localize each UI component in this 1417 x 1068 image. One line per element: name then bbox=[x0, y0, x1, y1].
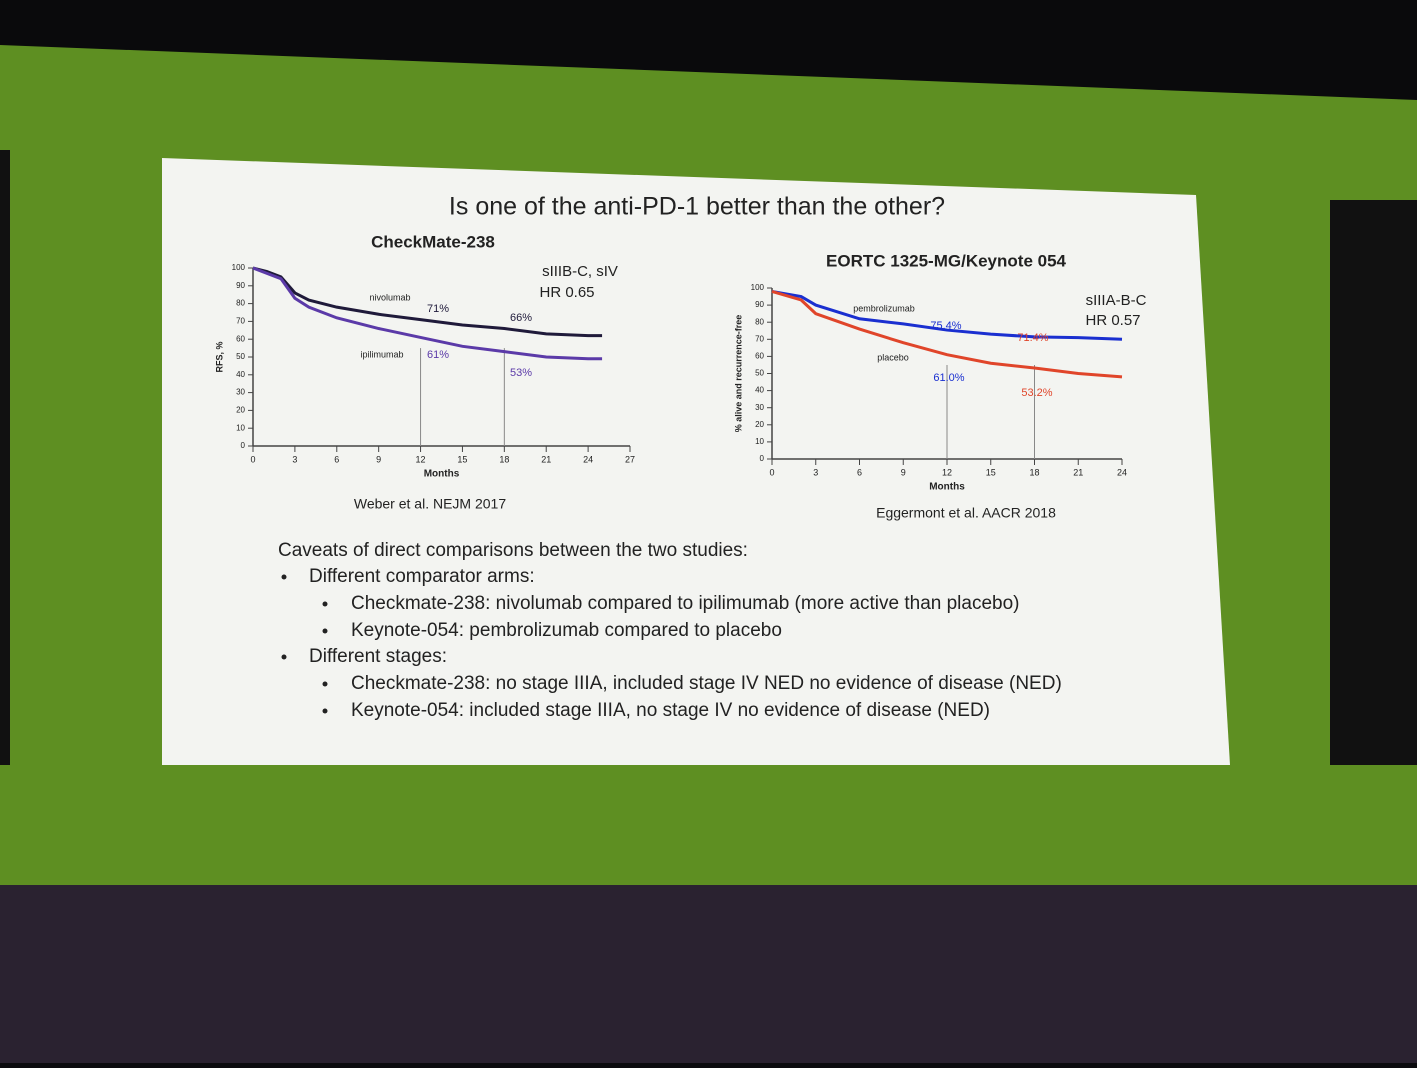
caveat-subitem: Keynote-054: pembrolizumab compared to p… bbox=[351, 620, 782, 641]
y-tick-label: 60 bbox=[755, 352, 764, 361]
y-tick-label: 0 bbox=[241, 441, 246, 450]
bullet bbox=[322, 708, 328, 714]
y-tick-label: 70 bbox=[236, 317, 245, 326]
survival-curve bbox=[252, 266, 603, 338]
source: Weber et al. NEJM 2017 bbox=[354, 496, 506, 512]
x-tick-label: 21 bbox=[1073, 467, 1083, 477]
bullet bbox=[322, 601, 328, 607]
series-label: ipilimumab bbox=[360, 349, 403, 359]
annotation: 53.2% bbox=[1021, 387, 1052, 399]
x-tick-label: 24 bbox=[1117, 467, 1127, 477]
x-tick-label: 24 bbox=[583, 454, 593, 464]
chart-title: CheckMate-238 bbox=[371, 232, 495, 251]
slide bbox=[162, 158, 1230, 765]
y-tick-label: 80 bbox=[236, 299, 245, 308]
x-tick-label: 18 bbox=[1029, 467, 1039, 477]
y-tick-label: 40 bbox=[236, 370, 245, 379]
survival-curve bbox=[771, 289, 1123, 379]
annotation: HR 0.57 bbox=[1085, 312, 1140, 329]
y-tick-label: 70 bbox=[755, 334, 764, 343]
annotation: sIIIA-B-C bbox=[1086, 292, 1147, 309]
x-tick-label: 0 bbox=[769, 467, 774, 477]
side-screen-left bbox=[0, 150, 10, 765]
x-tick-label: 6 bbox=[857, 467, 862, 477]
x-tick-label: 3 bbox=[813, 467, 818, 477]
x-tick-label: 15 bbox=[986, 467, 996, 477]
x-tick-label: 12 bbox=[942, 467, 952, 477]
series-label: placebo bbox=[877, 352, 909, 362]
annotation: 61% bbox=[427, 349, 449, 361]
caveat-item: Different comparator arms: bbox=[309, 566, 535, 587]
x-tick-label: 9 bbox=[901, 467, 906, 477]
annotation: 71.4% bbox=[1017, 332, 1048, 344]
y-tick-label: 40 bbox=[755, 386, 764, 395]
source: Eggermont et al. AACR 2018 bbox=[876, 505, 1056, 521]
bullet bbox=[322, 628, 328, 634]
x-tick-label: 18 bbox=[499, 454, 509, 464]
annotation: HR 0.65 bbox=[539, 284, 594, 301]
y-tick-label: 50 bbox=[755, 369, 764, 378]
survival-curve bbox=[771, 289, 1123, 341]
x-tick-label: 27 bbox=[625, 454, 635, 464]
chart-title: EORTC 1325-MG/Keynote 054 bbox=[826, 251, 1067, 270]
y-tick-label: 90 bbox=[236, 281, 245, 290]
x-tick-label: 12 bbox=[416, 454, 426, 464]
y-axis-label: RFS, % bbox=[214, 341, 224, 372]
x-axis-label: Months bbox=[929, 482, 965, 493]
annotation: sIIIB-C, sIV bbox=[542, 263, 618, 280]
y-tick-label: 20 bbox=[236, 406, 245, 415]
floor-screen bbox=[0, 885, 1417, 1063]
bullet bbox=[281, 574, 287, 580]
caveat-subitem: Checkmate-238: nivolumab compared to ipi… bbox=[351, 593, 1020, 614]
y-axis-label: % alive and recurrence-free bbox=[733, 315, 743, 433]
y-tick-label: 10 bbox=[755, 437, 764, 446]
annotation: 53% bbox=[510, 367, 532, 379]
caveat-subitem: Keynote-054: included stage IIIA, no sta… bbox=[351, 700, 990, 721]
y-tick-label: 20 bbox=[755, 420, 764, 429]
y-tick-label: 100 bbox=[232, 263, 246, 272]
bullet bbox=[281, 654, 287, 660]
y-tick-label: 10 bbox=[236, 423, 245, 432]
x-axis-label: Months bbox=[424, 469, 460, 480]
y-tick-label: 90 bbox=[755, 300, 764, 309]
series-label: pembrolizumab bbox=[853, 303, 915, 313]
bullet bbox=[322, 681, 328, 687]
y-tick-label: 30 bbox=[755, 403, 764, 412]
x-tick-label: 6 bbox=[334, 454, 339, 464]
x-tick-label: 0 bbox=[250, 454, 255, 464]
x-tick-label: 21 bbox=[541, 454, 551, 464]
annotation: 61.0% bbox=[933, 372, 964, 384]
survival-curve bbox=[252, 266, 603, 361]
caveats-heading: Caveats of direct comparisons between th… bbox=[278, 540, 748, 561]
caveat-subitem: Checkmate-238: no stage IIIA, included s… bbox=[351, 673, 1062, 694]
x-tick-label: 15 bbox=[457, 454, 467, 464]
annotation: 75.4% bbox=[930, 320, 961, 332]
y-tick-label: 0 bbox=[760, 454, 765, 463]
y-tick-label: 80 bbox=[755, 317, 764, 326]
y-tick-label: 30 bbox=[236, 388, 245, 397]
series-label: nivolumab bbox=[369, 292, 410, 302]
annotation: 66% bbox=[510, 312, 532, 324]
caveat-item: Different stages: bbox=[309, 646, 447, 667]
annotation: 71% bbox=[427, 303, 449, 315]
x-tick-label: 9 bbox=[376, 454, 381, 464]
y-tick-label: 100 bbox=[751, 283, 765, 292]
y-tick-label: 50 bbox=[236, 352, 245, 361]
slide-title: Is one of the anti-PD-1 better than the … bbox=[449, 193, 945, 221]
side-screen bbox=[1330, 200, 1417, 765]
y-tick-label: 60 bbox=[236, 334, 245, 343]
x-tick-label: 3 bbox=[292, 454, 297, 464]
